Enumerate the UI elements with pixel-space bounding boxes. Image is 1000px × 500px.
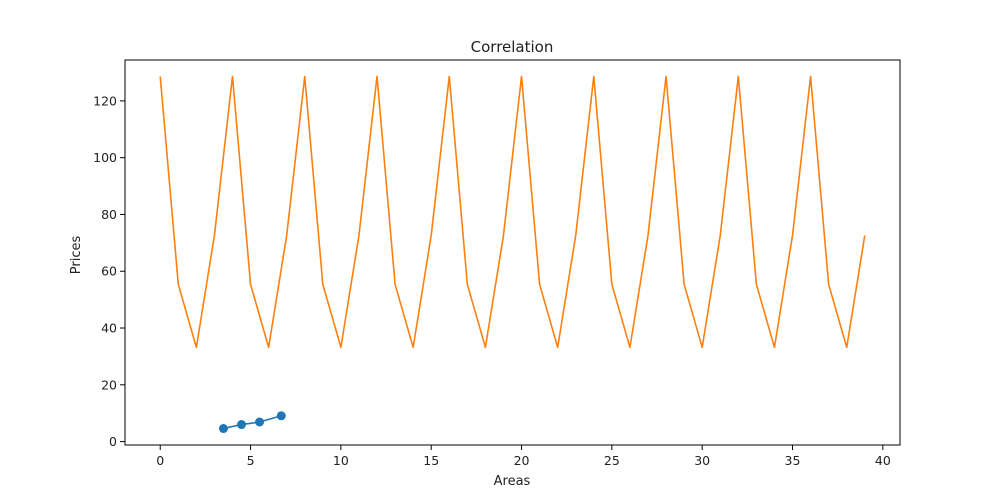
axes-frame: [124, 59, 901, 446]
series-1-point: [237, 420, 247, 430]
x-tick-label: 20: [514, 453, 530, 468]
series-1-point: [218, 424, 228, 434]
y-axis-label: Prices: [69, 236, 84, 275]
x-tick-label: 40: [875, 453, 891, 468]
y-tick-label: 120: [93, 93, 117, 108]
y-tick-label: 100: [93, 150, 117, 165]
series-1-point: [255, 417, 265, 427]
y-tick-label: 0: [109, 434, 117, 449]
chart-title: Correlation: [471, 38, 554, 56]
x-axis-label: Areas: [494, 474, 531, 489]
x-tick-label: 5: [247, 453, 255, 468]
series-1-point: [276, 411, 286, 421]
y-tick-label: 60: [101, 264, 117, 279]
x-tick-label: 0: [156, 453, 164, 468]
x-tick-label: 10: [333, 453, 349, 468]
y-tick-label: 40: [101, 321, 117, 336]
plot-area: 0 5 10 15 20 25 30 35 40 0 20 40 60 80 100 120: [93, 59, 901, 468]
y-tick-label: 20: [101, 377, 117, 392]
x-tick-label: 25: [604, 453, 620, 468]
x-tick-label: 15: [423, 453, 439, 468]
y-tick-label: 80: [101, 207, 117, 222]
series-1-line: [223, 414, 282, 430]
x-tick-label: 35: [785, 453, 801, 468]
x-tick-label: 30: [694, 453, 710, 468]
series-0-line: [159, 75, 866, 349]
